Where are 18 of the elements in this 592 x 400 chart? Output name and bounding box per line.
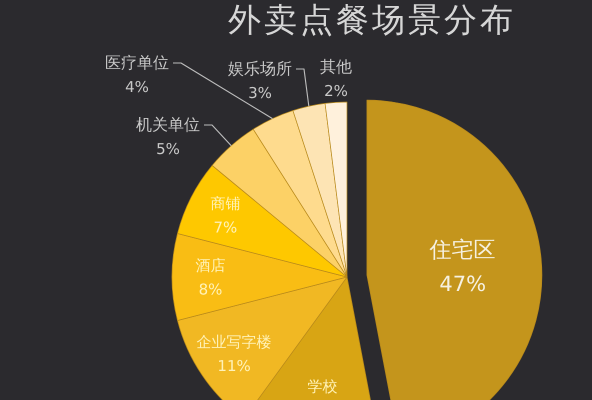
data-label: 47% — [439, 272, 486, 296]
title: 外卖点餐场景分布 — [228, 0, 516, 39]
slice-label: 医疗单位 — [105, 53, 169, 72]
slice-label: 机关单位 — [136, 115, 200, 134]
slice-label: 住宅区 — [428, 238, 496, 263]
slice-label: 其他 — [320, 57, 352, 76]
slice-label: 企业写字楼 — [196, 332, 272, 351]
data-label: 2% — [324, 82, 348, 100]
data-label: 4% — [125, 78, 149, 96]
data-label: 3% — [248, 84, 272, 102]
data-label: 8% — [198, 280, 222, 298]
data-label: 5% — [156, 140, 180, 158]
data-label: 11% — [217, 356, 251, 375]
slice-label: 娱乐场所 — [228, 59, 292, 78]
slice-label: 酒店 — [196, 256, 226, 274]
slice-label: 商铺 — [210, 194, 240, 212]
data-label: 7% — [213, 218, 238, 236]
slice-label: 学校 — [308, 378, 338, 396]
